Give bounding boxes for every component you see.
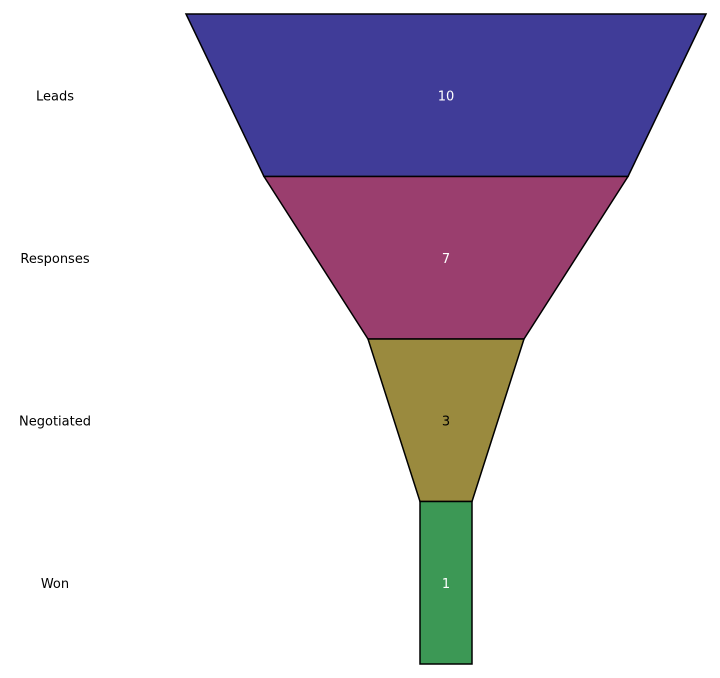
value-label: 1 (442, 577, 450, 592)
category-label: Leads (36, 89, 74, 104)
category-label: Won (41, 577, 69, 592)
category-label: Responses (20, 252, 89, 267)
funnel-segment-won (419, 500, 473, 665)
category-label: Negotiated (19, 414, 91, 429)
value-label: 10 (438, 89, 455, 104)
value-label: 7 (442, 252, 450, 267)
value-label: 3 (442, 414, 450, 429)
